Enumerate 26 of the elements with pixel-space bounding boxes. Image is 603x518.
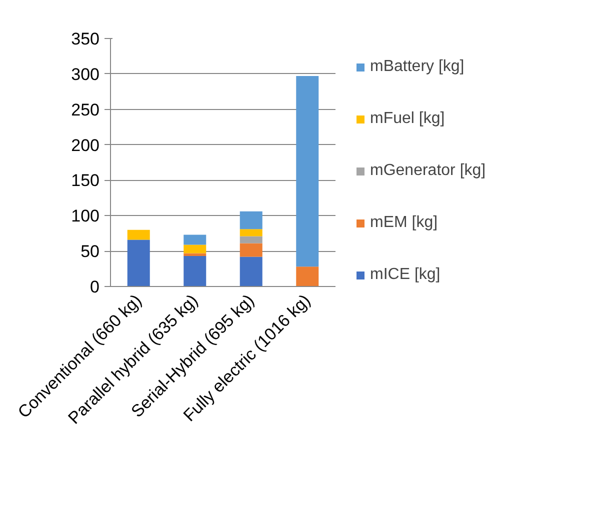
bar xyxy=(184,253,206,256)
bar xyxy=(240,243,262,257)
bar xyxy=(240,229,262,236)
legend-label: mBattery [kg] xyxy=(370,58,464,76)
legend-label: mGenerator [kg] xyxy=(370,162,486,180)
y-tick-label: 350 xyxy=(71,30,100,48)
bar xyxy=(127,230,150,240)
bar xyxy=(240,236,262,244)
legend-label: mEM [kg] xyxy=(370,214,438,232)
bar xyxy=(296,266,319,286)
y-tick-label: 150 xyxy=(71,171,100,190)
bar xyxy=(240,211,262,230)
bar xyxy=(240,256,262,286)
y-tick-label: 250 xyxy=(71,100,100,120)
bar xyxy=(184,256,206,286)
y-tick-label: 200 xyxy=(71,136,100,155)
legend-label: mICE [kg] xyxy=(370,266,440,284)
legend-label: mFuel [kg] xyxy=(370,110,445,128)
bar xyxy=(296,76,319,267)
bar xyxy=(184,234,206,245)
y-tick-label: 100 xyxy=(71,206,100,226)
bar xyxy=(127,240,150,286)
y-tick-label: 0 xyxy=(90,278,100,296)
y-tick-label: 50 xyxy=(80,242,100,262)
y-tick-label: 300 xyxy=(71,64,100,84)
bar xyxy=(184,244,206,254)
